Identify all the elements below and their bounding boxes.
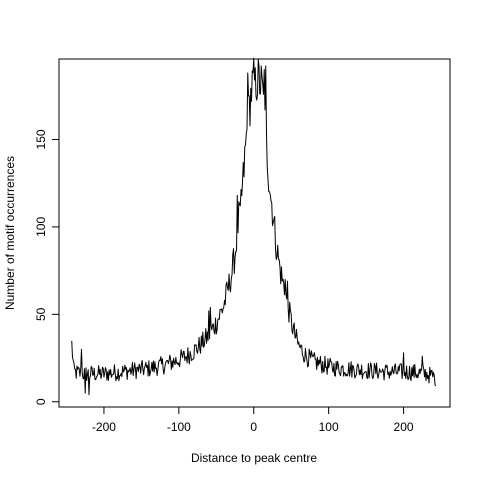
x-tick-label: 0	[250, 420, 257, 434]
x-tick-label: 200	[394, 420, 414, 434]
y-tick-label: 150	[34, 129, 48, 149]
y-tick-label: 0	[34, 398, 48, 405]
y-axis-title: Number of motif occurrences	[3, 156, 17, 310]
y-axis: 0 50 100 150	[34, 129, 60, 405]
x-tick-label: -200	[92, 420, 116, 434]
y-tick-label: 100	[34, 217, 48, 237]
x-axis: -200 -100 0 100 200	[92, 406, 414, 434]
series-line	[71, 57, 437, 396]
y-tick-label: 50	[34, 307, 48, 321]
x-axis-title: Distance to peak centre	[191, 451, 317, 465]
x-tick-label: -100	[167, 420, 191, 434]
x-tick-label: 100	[319, 420, 339, 434]
